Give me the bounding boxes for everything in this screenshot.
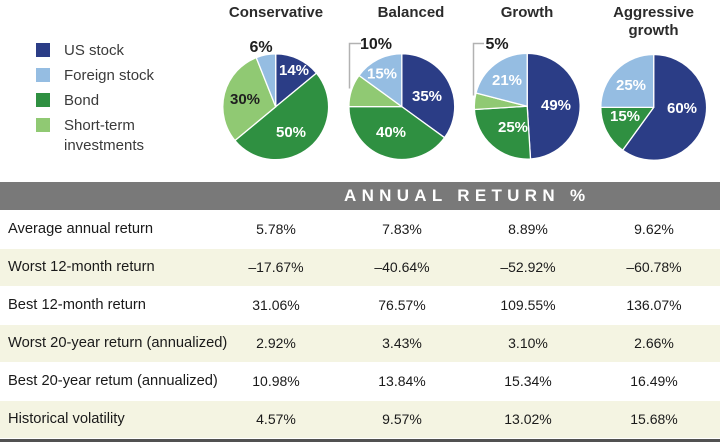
svg-text:15%: 15% <box>610 108 640 125</box>
svg-text:21%: 21% <box>492 72 522 89</box>
svg-text:25%: 25% <box>498 119 528 136</box>
svg-text:49%: 49% <box>541 97 571 114</box>
svg-text:10%: 10% <box>360 36 392 53</box>
svg-text:60%: 60% <box>667 100 697 117</box>
svg-text:30%: 30% <box>230 91 260 108</box>
svg-text:40%: 40% <box>376 124 406 141</box>
svg-text:50%: 50% <box>276 124 306 141</box>
svg-text:6%: 6% <box>249 39 272 56</box>
svg-text:15%: 15% <box>367 66 397 83</box>
svg-text:25%: 25% <box>616 77 646 94</box>
svg-text:35%: 35% <box>412 88 442 105</box>
svg-text:5%: 5% <box>485 36 508 53</box>
svg-text:14%: 14% <box>279 62 309 79</box>
